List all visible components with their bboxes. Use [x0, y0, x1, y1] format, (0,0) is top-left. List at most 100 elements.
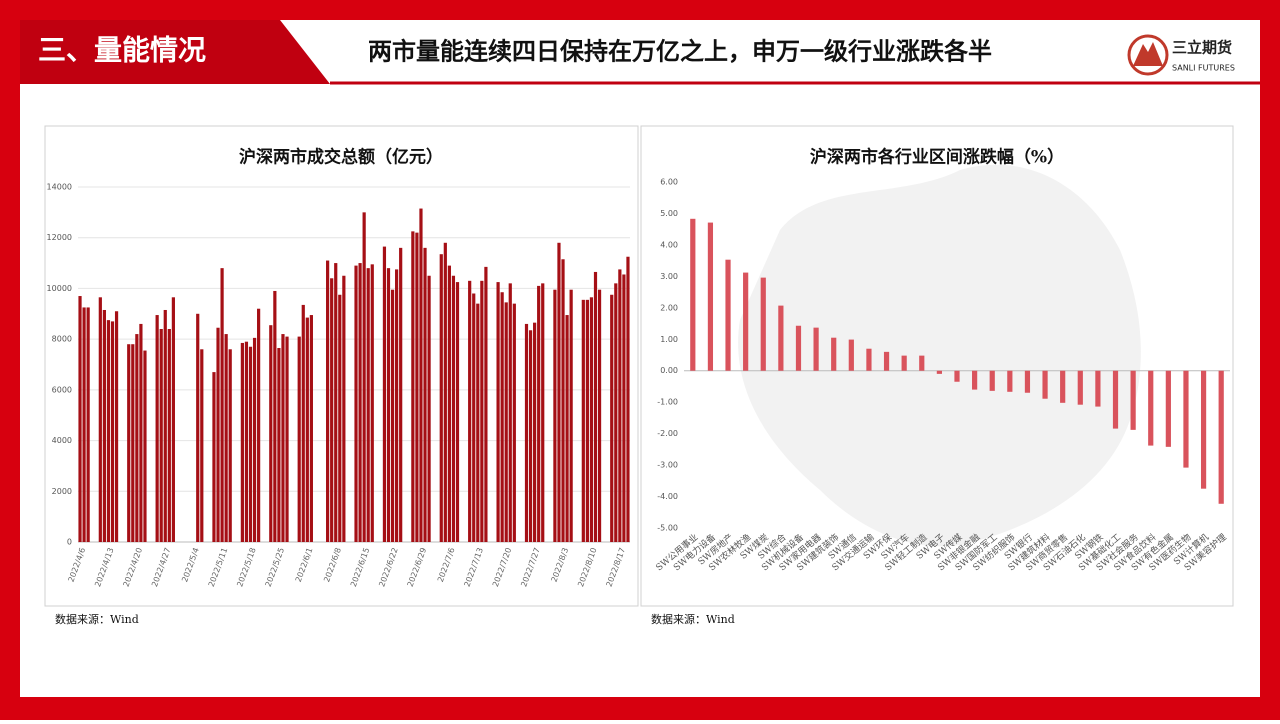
bar	[171, 297, 175, 542]
bar	[131, 344, 135, 542]
bar	[919, 355, 925, 371]
bar	[561, 259, 565, 542]
bar	[901, 355, 907, 371]
bar	[451, 275, 456, 542]
bar	[212, 372, 216, 542]
y-tick-label: 3.00	[660, 272, 678, 281]
bar	[1024, 370, 1031, 393]
bar	[309, 315, 313, 542]
y-tick-label: 0.00	[660, 366, 678, 375]
bar	[102, 309, 106, 542]
bar	[240, 342, 244, 542]
bar	[98, 297, 102, 542]
bar	[277, 348, 281, 542]
bar	[1148, 370, 1154, 446]
bar	[224, 334, 228, 542]
bar	[1042, 370, 1048, 399]
bar	[707, 222, 714, 371]
section-title: 三、量能情况	[38, 34, 206, 67]
y-tick-label: 1.00	[660, 335, 678, 344]
y-tick-label: 2.00	[660, 303, 678, 312]
bar	[354, 265, 358, 542]
bar	[512, 303, 516, 542]
bar	[423, 247, 427, 542]
chart-title: 沪深两市成交总额（亿元）	[239, 147, 443, 168]
y-tick-label: -4.00	[657, 492, 678, 501]
bar	[382, 246, 387, 542]
bar	[541, 283, 545, 542]
y-tick-label: 4000	[52, 436, 72, 445]
bar	[200, 349, 204, 542]
logo: 三立期货 SANLI FUTURES	[1127, 34, 1235, 76]
bar	[305, 317, 309, 542]
bar	[220, 268, 224, 542]
bar	[143, 350, 147, 542]
bar	[1200, 370, 1207, 489]
logo-mountain	[1133, 42, 1163, 66]
bar	[415, 232, 419, 542]
bar	[326, 260, 330, 542]
bar	[484, 266, 488, 542]
bar	[533, 322, 537, 542]
bar	[447, 265, 451, 542]
bar	[496, 282, 500, 542]
bar	[342, 275, 346, 542]
bar	[248, 346, 253, 542]
bar	[524, 323, 529, 542]
bar	[334, 263, 338, 542]
bar	[585, 299, 589, 542]
y-tick-label: 6000	[52, 385, 72, 394]
bar	[273, 290, 277, 542]
bar	[411, 231, 415, 542]
y-tick-label: 0	[67, 538, 72, 547]
bar	[338, 294, 342, 542]
bar	[362, 212, 366, 542]
bar	[1112, 370, 1119, 429]
bar	[626, 256, 630, 542]
bar	[330, 278, 334, 542]
y-tick-label: 12000	[47, 233, 72, 242]
bar	[390, 289, 395, 542]
bar	[508, 283, 512, 542]
bar	[760, 277, 766, 371]
bar	[610, 294, 614, 542]
bar	[419, 208, 423, 542]
chart-title: 沪深两市各行业区间涨跌幅（%）	[810, 147, 1064, 168]
bar	[228, 349, 232, 542]
bar	[504, 302, 508, 542]
bar	[528, 330, 533, 542]
bar	[778, 305, 784, 371]
y-tick-label: -1.00	[657, 398, 678, 407]
bar	[972, 370, 978, 390]
bar	[366, 268, 370, 542]
slide-title: 两市量能连续四日保持在万亿之上，申万一级行业涨跌各半	[368, 37, 992, 66]
bar	[106, 320, 111, 542]
bar	[114, 311, 119, 542]
bar	[468, 280, 472, 542]
bar	[813, 327, 819, 371]
bar	[593, 271, 598, 542]
bar	[257, 308, 261, 542]
bar	[581, 299, 585, 542]
y-tick-label: -2.00	[657, 429, 678, 438]
bar	[725, 259, 731, 371]
y-tick-label: -3.00	[657, 461, 678, 470]
bar	[358, 263, 362, 542]
bar	[472, 293, 476, 542]
bar	[399, 247, 403, 542]
bar	[297, 336, 301, 542]
bar	[167, 329, 171, 542]
bar	[954, 370, 960, 382]
y-tick-label: 5.00	[660, 209, 678, 218]
bar	[480, 280, 484, 542]
bar	[537, 285, 541, 542]
bar	[553, 289, 557, 542]
bar	[82, 307, 86, 542]
bar	[110, 321, 115, 542]
bar	[244, 341, 249, 542]
bar	[281, 334, 285, 542]
bar	[1218, 370, 1224, 504]
map-backdrop	[738, 164, 1141, 547]
bar	[618, 269, 622, 542]
